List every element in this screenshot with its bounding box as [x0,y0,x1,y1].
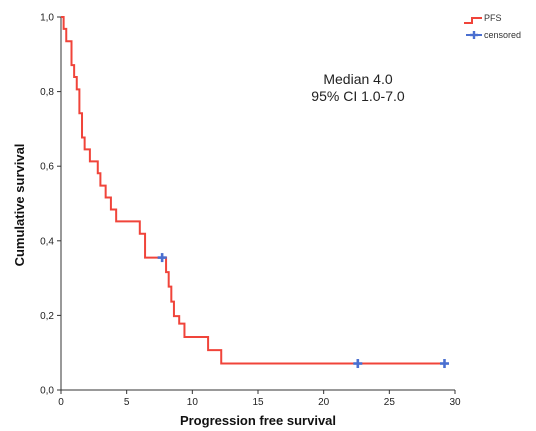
y-axis-title: Cumulative survival [12,144,27,267]
x-tick-label: 25 [384,397,396,408]
censored-point [353,359,363,369]
y-tick-label: 1,0 [40,13,54,24]
x-tick-label: 30 [449,397,461,408]
y-tick-label: 0,2 [40,311,54,322]
x-tick-label: 0 [58,397,64,408]
legend-pfs-label: PFS [484,13,502,23]
legend-item-pfs: PFS [464,13,502,24]
censored-markers [157,253,449,369]
median-annotation: Median 4.0 [323,71,392,87]
ci-annotation: 95% CI 1.0-7.0 [311,88,405,104]
survival-curve [61,16,445,365]
x-tick-label: 5 [124,397,130,408]
y-tick-label: 0,6 [40,162,54,173]
censored-point [157,253,167,263]
censored-point [439,359,449,369]
axis-ticks: 0 5 10 15 20 25 30 0,0 0,2 0,4 0,6 0,8 1,0 [40,13,461,409]
legend: PFS censored [464,13,521,40]
x-tick-label: 15 [252,397,264,408]
plot-axes [60,17,455,391]
legend-pfs-swatch [464,17,482,24]
y-tick-label: 0,8 [40,87,54,98]
x-tick-label: 10 [187,397,199,408]
x-axis-title: Progression free survival [180,413,336,428]
y-tick-label: 0,0 [40,386,54,397]
series-pfs-line [61,16,445,365]
legend-censored-label: censored [484,30,521,40]
x-tick-label: 20 [318,397,330,408]
y-tick-label: 0,4 [40,236,54,247]
legend-item-censored: censored [466,30,521,40]
